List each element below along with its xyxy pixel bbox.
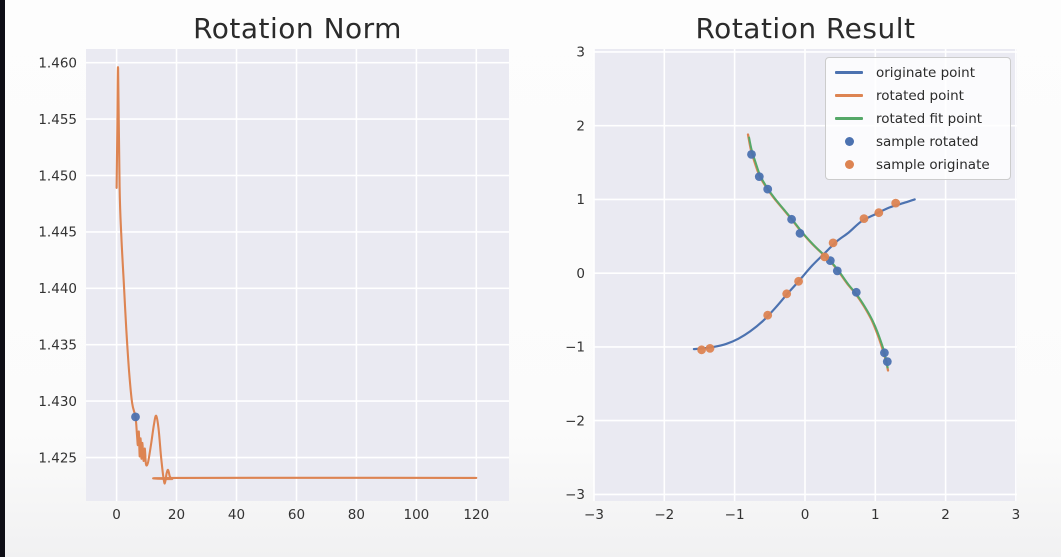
legend-entry-label: rotated fit point <box>876 110 983 127</box>
sample-rotated-marker <box>787 214 796 224</box>
left-plot-title: Rotation Norm <box>193 12 402 45</box>
sample-originate-marker <box>782 289 792 299</box>
legend-entry: sample originate <box>826 157 1010 173</box>
y-tick-label: −2 <box>565 413 585 429</box>
x-tick-label: 0 <box>112 507 121 523</box>
x-tick-label: −1 <box>725 507 745 523</box>
legend-entry: sample rotated <box>826 134 1010 150</box>
x-tick-label: 0 <box>801 507 810 523</box>
x-tick-label: 2 <box>941 507 950 523</box>
sample-rotated-marker <box>763 184 773 194</box>
legend-entry: rotated point <box>826 88 1010 104</box>
y-tick-label: 3 <box>576 45 585 61</box>
sample-originate-marker <box>859 214 869 224</box>
rotation-norm-plot-area <box>86 49 509 501</box>
x-tick-label: 60 <box>288 507 305 523</box>
y-tick-label: 1.435 <box>38 338 77 354</box>
legend-entry: originate point <box>826 65 1010 81</box>
sample-originate-marker <box>763 310 773 320</box>
legend-dot-swatch <box>835 137 863 146</box>
legend-entry-label: sample rotated <box>876 133 979 150</box>
legend-line-swatch <box>835 71 863 74</box>
right-plot-title: Rotation Result <box>695 12 916 45</box>
screen-edge-strip <box>0 0 5 557</box>
legend-entry-label: rotated point <box>876 87 964 104</box>
y-tick-label: −1 <box>565 340 585 356</box>
sample-originate-marker <box>828 238 838 248</box>
sample-originate-marker <box>820 252 830 262</box>
legend-line-swatch <box>835 117 863 120</box>
sample-rotated-marker <box>880 348 889 358</box>
x-tick-label: 20 <box>168 507 185 523</box>
rotation-norm-line <box>115 66 478 485</box>
x-tick-label: 3 <box>1012 507 1021 523</box>
x-tick-label: −3 <box>584 507 604 523</box>
sample-rotated-marker <box>882 357 892 366</box>
legend-entry-label: sample originate <box>876 156 990 173</box>
y-tick-label: 1 <box>576 192 585 208</box>
current-norm-marker <box>131 412 140 422</box>
y-tick-label: −3 <box>565 487 585 503</box>
x-tick-label: 1 <box>871 507 880 523</box>
x-tick-label: 100 <box>404 507 430 523</box>
sample-originate-marker <box>891 198 901 208</box>
legend-dot-swatch <box>835 160 863 169</box>
legend: originate point rotated point rotated fit … <box>825 57 1011 180</box>
sample-rotated-marker <box>747 150 756 159</box>
sample-originate-marker <box>874 208 884 218</box>
y-tick-label: 1.445 <box>38 225 77 241</box>
sample-originate-marker <box>705 344 715 353</box>
legend-line-swatch <box>835 94 863 97</box>
sample-rotated-marker <box>851 287 861 297</box>
y-tick-label: 2 <box>576 119 585 135</box>
y-tick-label: 1.450 <box>38 168 77 184</box>
y-tick-label: 1.425 <box>38 450 77 466</box>
y-tick-label: 1.440 <box>38 281 77 297</box>
legend-entry-label: originate point <box>876 64 976 81</box>
y-tick-label: 1.460 <box>38 56 77 72</box>
y-tick-label: 1.430 <box>38 394 77 410</box>
x-tick-label: 80 <box>348 507 365 523</box>
x-tick-label: −2 <box>654 507 674 523</box>
y-tick-label: 0 <box>576 266 585 282</box>
x-tick-label: 40 <box>228 507 245 523</box>
sample-originate-marker <box>697 345 706 355</box>
sample-rotated-marker <box>754 172 764 182</box>
sample-originate-marker <box>794 276 803 286</box>
sample-rotated-marker <box>795 228 805 238</box>
sample-rotated-marker <box>832 266 842 276</box>
x-tick-label: 120 <box>463 507 489 523</box>
y-tick-label: 1.455 <box>38 112 77 128</box>
legend-entry: rotated fit point <box>826 111 1010 127</box>
